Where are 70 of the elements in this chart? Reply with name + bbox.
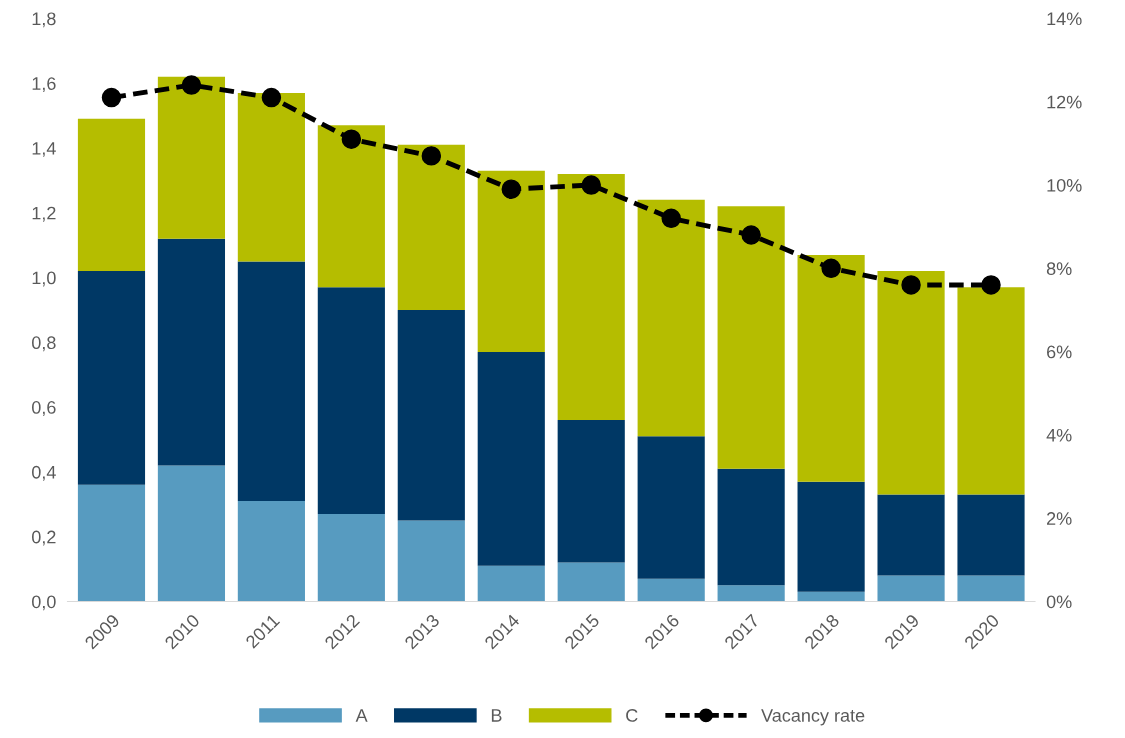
y2-tick-label: 8%: [1046, 262, 1072, 276]
bar: [637, 199, 705, 437]
y-tick-label: 1,8: [32, 12, 56, 28]
legend-label: Vacancy rate: [761, 709, 865, 726]
legend-label: C: [626, 709, 638, 722]
bar: [477, 565, 545, 602]
bar: [957, 575, 1025, 602]
bar: [717, 585, 785, 602]
point: [901, 275, 921, 295]
bar: [557, 562, 625, 602]
y-tick-label: 1,6: [32, 77, 56, 93]
y-tick-label: 0,4: [32, 465, 56, 481]
y2-tick-label: 2%: [1047, 512, 1072, 525]
bar: [157, 465, 226, 602]
bar: [157, 76, 226, 239]
bar: [237, 501, 305, 602]
bar: [717, 206, 785, 469]
bar: [237, 92, 305, 262]
bar: [637, 436, 705, 579]
point: [741, 225, 761, 245]
bar: [877, 575, 945, 602]
y2-tick-label: 0%: [1046, 595, 1072, 609]
bar: [157, 238, 226, 466]
legend-label: B: [491, 709, 502, 722]
bar: [317, 287, 385, 515]
bar: [317, 125, 385, 288]
y2-tick-label: 10%: [1047, 178, 1082, 192]
bar: [397, 520, 465, 602]
bar: [237, 261, 305, 502]
y-tick-label: 1,0: [32, 271, 56, 287]
y2-tick-label: 6%: [1047, 345, 1072, 359]
y-tick-label: 0,6: [32, 401, 56, 416]
bar: [77, 118, 146, 272]
y2-tick-label: 14%: [1047, 12, 1082, 26]
point: [581, 175, 601, 195]
bar: [77, 271, 146, 485]
bar: [957, 494, 1025, 576]
y-tick-label: 0,8: [32, 336, 56, 352]
point: [981, 275, 1001, 295]
bar: [397, 144, 465, 310]
bar: [957, 287, 1025, 495]
bar: [797, 481, 865, 592]
point: [341, 129, 362, 149]
legend-label: A: [355, 709, 368, 722]
y-tick-label: 1,2: [32, 206, 56, 222]
y-tick-label: 0,2: [32, 530, 56, 546]
point: [661, 208, 681, 229]
bar: [637, 578, 705, 602]
point: [421, 146, 442, 166]
bar: [557, 173, 625, 421]
bar: [877, 494, 945, 576]
bar: [557, 420, 625, 563]
y-tick-label: 1,4: [32, 142, 56, 157]
point: [261, 87, 282, 108]
point: [181, 75, 202, 95]
bar: [317, 514, 385, 602]
point: [101, 87, 122, 108]
bar: [397, 309, 465, 521]
bar: [77, 484, 146, 602]
point: [821, 258, 841, 279]
bar: [477, 352, 545, 566]
y2-tick-label: 12%: [1047, 95, 1082, 109]
y2-tick-label: 4%: [1046, 428, 1072, 442]
point: [501, 179, 521, 199]
bar: [717, 468, 785, 586]
bar: [797, 254, 865, 482]
bar: [477, 170, 545, 353]
bar: [877, 271, 945, 495]
y-tick-label: 0,0: [32, 595, 56, 611]
bar: [797, 591, 865, 602]
